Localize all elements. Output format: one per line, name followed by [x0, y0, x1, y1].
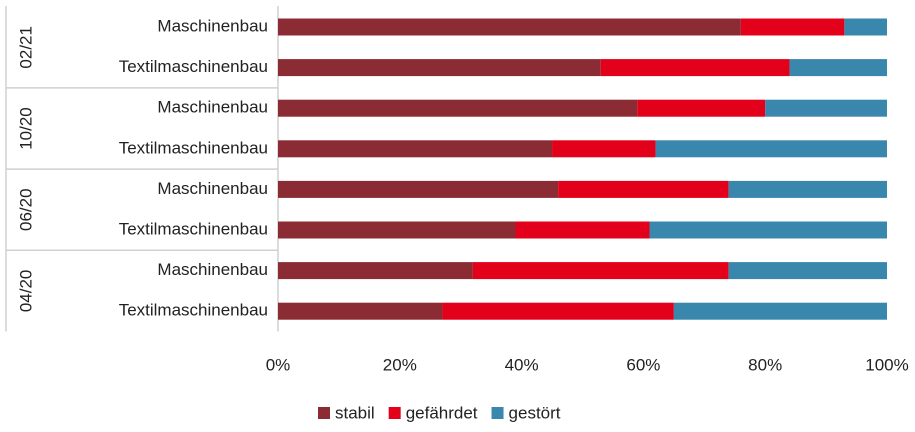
bar-segment: [558, 180, 729, 198]
legend-swatch: [491, 407, 504, 419]
bar-segment: [728, 262, 887, 280]
bar-segment: [637, 99, 766, 117]
category-label: Maschinenbau: [157, 260, 268, 279]
bar-segment: [765, 99, 887, 117]
bar-segment: [649, 221, 887, 239]
bar-segment: [278, 140, 553, 158]
x-tick-label: 40%: [505, 355, 539, 374]
bar-segment: [740, 18, 845, 36]
bar-segment: [655, 140, 887, 158]
legend-swatch: [318, 407, 330, 419]
category-label: Textilmaschinenbau: [119, 138, 268, 157]
x-tick-label: 100%: [865, 355, 908, 374]
bar-segment: [515, 221, 650, 239]
category-label: Textilmaschinenbau: [119, 301, 268, 320]
legend-swatch: [388, 407, 401, 419]
bar-segment: [472, 262, 729, 280]
bar-segment: [789, 59, 887, 77]
bar-segment: [552, 140, 656, 158]
bar-segment: [278, 221, 516, 239]
bar-segment: [278, 99, 638, 117]
category-label: Maschinenbau: [157, 16, 268, 35]
bar-segment: [278, 18, 741, 36]
bar-segment: [673, 302, 887, 320]
bar-segment: [278, 302, 443, 320]
bar-segment: [278, 59, 601, 77]
group-label: 02/21: [16, 26, 35, 69]
group-label: 04/20: [16, 270, 35, 313]
category-label: Maschinenbau: [157, 179, 268, 198]
legend-label: stabil: [335, 403, 375, 422]
bar-segment: [278, 262, 473, 280]
category-label: Textilmaschinenbau: [119, 219, 268, 238]
category-label: Maschinenbau: [157, 98, 268, 117]
legend-label: gefährdet: [406, 403, 478, 422]
legend-label: gestört: [509, 403, 561, 422]
bar-segment: [728, 180, 887, 198]
x-tick-label: 60%: [626, 355, 660, 374]
x-tick-label: 20%: [383, 355, 417, 374]
x-tick-label: 80%: [748, 355, 782, 374]
group-label: 10/20: [16, 107, 35, 150]
bar-segment: [442, 302, 674, 320]
bar-segment: [600, 59, 790, 77]
x-tick-label: 0%: [266, 355, 291, 374]
group-label: 06/20: [16, 188, 35, 231]
bar-segment: [844, 18, 887, 36]
category-label: Textilmaschinenbau: [119, 57, 268, 76]
bar-segment: [278, 180, 559, 198]
